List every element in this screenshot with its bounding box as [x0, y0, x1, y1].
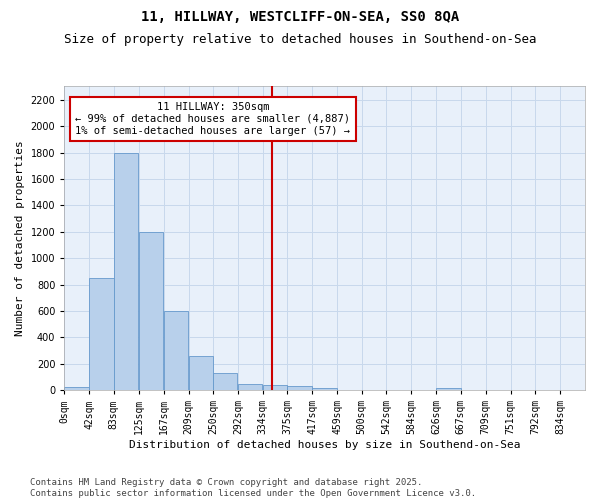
Text: 11, HILLWAY, WESTCLIFF-ON-SEA, SS0 8QA: 11, HILLWAY, WESTCLIFF-ON-SEA, SS0 8QA: [141, 10, 459, 24]
Text: 11 HILLWAY: 350sqm
← 99% of detached houses are smaller (4,887)
1% of semi-detac: 11 HILLWAY: 350sqm ← 99% of detached hou…: [76, 102, 350, 136]
Bar: [64, 387, 89, 390]
Bar: [89, 278, 113, 390]
Bar: [113, 152, 138, 390]
X-axis label: Distribution of detached houses by size in Southend-on-Sea: Distribution of detached houses by size …: [129, 440, 520, 450]
Bar: [164, 311, 188, 390]
Text: Size of property relative to detached houses in Southend-on-Sea: Size of property relative to detached ho…: [64, 32, 536, 46]
Bar: [436, 388, 461, 390]
Bar: [263, 385, 287, 390]
Bar: [287, 386, 311, 390]
Bar: [312, 388, 337, 390]
Bar: [213, 373, 237, 390]
Bar: [139, 232, 163, 390]
Bar: [238, 384, 262, 390]
Bar: [188, 356, 213, 390]
Y-axis label: Number of detached properties: Number of detached properties: [15, 140, 25, 336]
Text: Contains HM Land Registry data © Crown copyright and database right 2025.
Contai: Contains HM Land Registry data © Crown c…: [30, 478, 476, 498]
